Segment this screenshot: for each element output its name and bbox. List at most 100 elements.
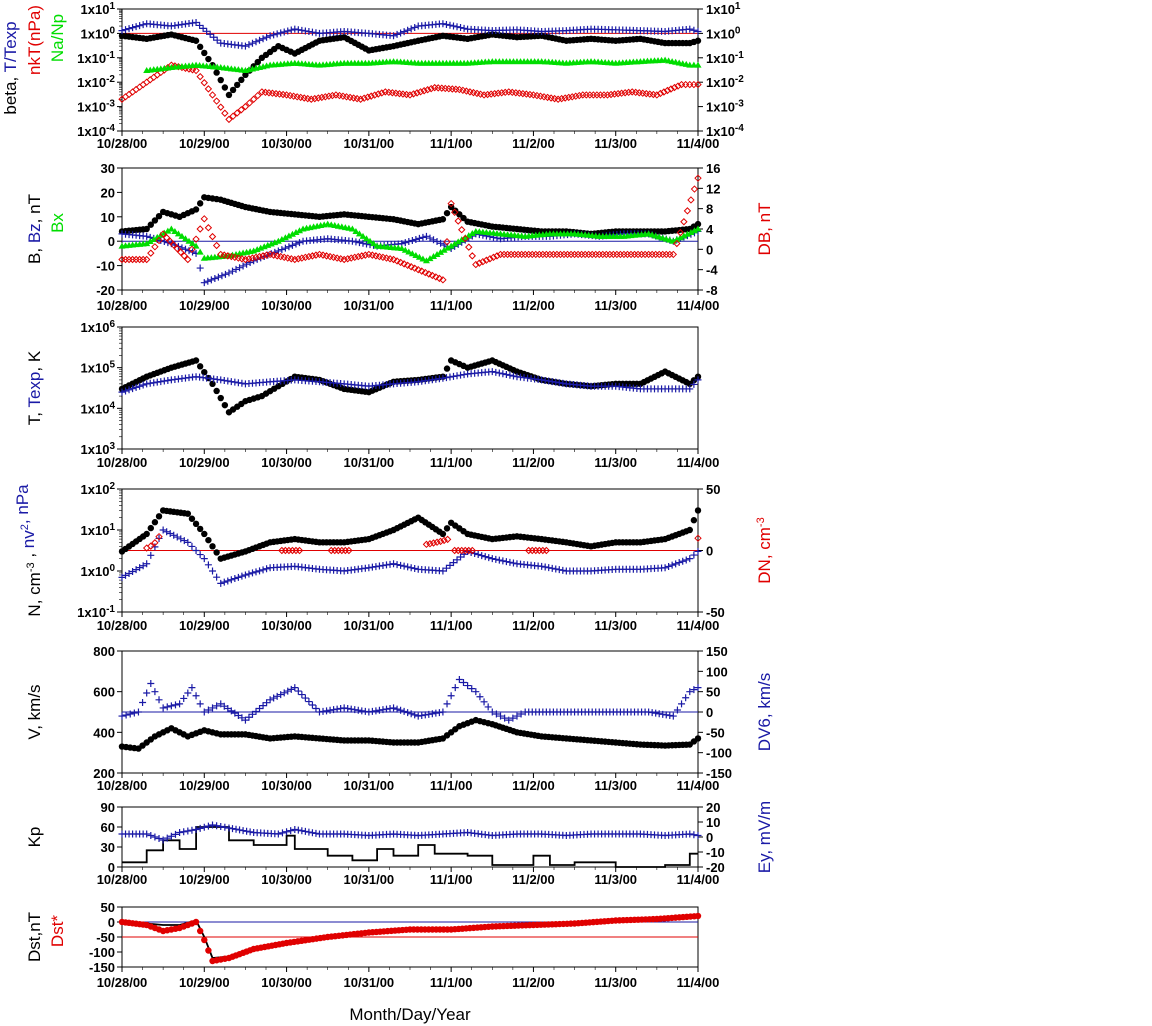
data-point-plus bbox=[453, 23, 461, 31]
data-point-diamond bbox=[406, 91, 414, 99]
data-point-plus bbox=[457, 371, 465, 379]
date-tick-label: 10/30/00 bbox=[261, 298, 312, 313]
data-point-triangle bbox=[167, 225, 175, 232]
data-point-plus bbox=[176, 700, 184, 708]
data-point-diamond bbox=[374, 90, 382, 98]
data-point-plus bbox=[312, 29, 320, 37]
data-point-plus bbox=[180, 828, 188, 836]
data-point-diamond bbox=[301, 253, 310, 262]
data-point-dot bbox=[192, 520, 200, 528]
date-tick-label: 10/29/00 bbox=[179, 872, 230, 887]
data-point-diamond bbox=[694, 174, 702, 182]
data-point-diamond bbox=[200, 79, 208, 87]
data-point-plus bbox=[502, 558, 510, 566]
y2-tick-label: 1x10-4 bbox=[706, 123, 744, 139]
data-point-diamond bbox=[624, 88, 633, 97]
data-point-plus bbox=[481, 553, 489, 561]
data-point-diamond bbox=[354, 252, 362, 261]
data-point-plus bbox=[132, 383, 140, 391]
data-point-plus bbox=[266, 696, 274, 704]
date-tick-label: 10/28/00 bbox=[97, 872, 148, 887]
data-point-plus bbox=[348, 237, 356, 245]
data-point-plus bbox=[439, 708, 447, 716]
data-point-diamond bbox=[486, 255, 494, 263]
data-point-dot bbox=[217, 394, 224, 402]
data-point-plus bbox=[206, 30, 214, 38]
data-point-diamond bbox=[358, 252, 366, 260]
data-point-plus bbox=[352, 238, 360, 246]
data-point-plus bbox=[176, 829, 184, 836]
data-point-diamond bbox=[217, 103, 225, 111]
data-point-dot bbox=[234, 81, 241, 89]
data-point-diamond bbox=[409, 90, 418, 98]
series-red-diamond bbox=[118, 61, 702, 124]
data-point-plus bbox=[118, 712, 126, 720]
date-tick-label: 11/3/00 bbox=[594, 872, 637, 887]
data-point-diamond bbox=[155, 532, 163, 541]
data-point-plus bbox=[277, 29, 285, 37]
data-point-triangle bbox=[143, 240, 151, 247]
data-point-plus bbox=[363, 240, 371, 248]
data-point-plus bbox=[690, 686, 698, 694]
series-blue-plus bbox=[118, 18, 702, 50]
data-point-plus bbox=[407, 564, 415, 572]
y2-axis-title: Ey, mV/m bbox=[755, 801, 774, 873]
data-point-dot bbox=[201, 49, 208, 57]
data-point-plus bbox=[126, 710, 134, 718]
data-point-diamond bbox=[400, 260, 408, 268]
data-point-plus bbox=[204, 822, 212, 830]
series-red-diamond bbox=[118, 174, 702, 284]
data-point-dot bbox=[151, 217, 159, 224]
data-point-plus bbox=[263, 33, 271, 41]
data-point-diamond bbox=[663, 86, 672, 95]
date-tick-label: 10/29/00 bbox=[179, 778, 230, 793]
data-point-plus bbox=[147, 551, 155, 559]
data-point-plus bbox=[397, 29, 405, 37]
data-point-plus bbox=[287, 827, 295, 835]
data-point-dot bbox=[221, 84, 229, 91]
data-point-plus bbox=[280, 689, 288, 697]
data-point-plus bbox=[118, 388, 126, 396]
data-point-plus bbox=[266, 32, 274, 40]
data-point-diamond bbox=[177, 248, 185, 256]
data-point-triangle bbox=[444, 244, 452, 251]
data-point-diamond bbox=[314, 94, 323, 102]
data-point-diamond bbox=[694, 80, 702, 89]
data-point-triangle bbox=[468, 230, 476, 237]
data-point-diamond bbox=[416, 88, 425, 96]
data-point-dot bbox=[196, 525, 204, 533]
data-point-plus bbox=[210, 33, 218, 41]
data-point-plus bbox=[488, 368, 496, 376]
data-point-diamond bbox=[132, 85, 140, 94]
y-axis-title-3: Na/Np bbox=[48, 14, 67, 62]
data-point-diamond bbox=[676, 228, 685, 237]
data-point-dot bbox=[192, 206, 200, 213]
y-axis-title: N, cm-3 , nv2, nPa bbox=[13, 484, 44, 617]
data-point-dot bbox=[205, 536, 212, 544]
data-point-triangle bbox=[153, 233, 161, 240]
data-point-dot bbox=[196, 200, 204, 207]
data-point-diamond bbox=[436, 537, 445, 546]
data-point-diamond bbox=[458, 226, 466, 234]
y2-tick-label: -10 bbox=[706, 845, 725, 860]
data-point-triangle bbox=[274, 237, 282, 244]
data-point-diamond bbox=[142, 78, 151, 86]
date-tick-label: 10/30/00 bbox=[261, 975, 312, 990]
data-point-diamond bbox=[443, 238, 451, 246]
data-point-plus bbox=[449, 372, 457, 380]
data-point-triangle bbox=[366, 237, 374, 244]
data-point-diamond bbox=[147, 542, 155, 550]
data-point-diamond bbox=[681, 80, 690, 89]
date-tick-label: 10/31/00 bbox=[344, 136, 395, 151]
y2-tick-label: -50 bbox=[706, 605, 725, 620]
date-tick-label: 10/29/00 bbox=[179, 618, 230, 633]
data-point-dot bbox=[690, 377, 698, 384]
data-point-plus bbox=[433, 238, 441, 246]
data-point-plus bbox=[171, 830, 179, 838]
data-point-diamond bbox=[328, 91, 337, 100]
data-point-diamond bbox=[200, 215, 208, 223]
date-tick-label: 10/29/00 bbox=[179, 455, 230, 470]
data-point-diamond bbox=[208, 91, 217, 99]
data-point-diamond bbox=[351, 253, 359, 262]
data-point-triangle bbox=[433, 250, 441, 257]
